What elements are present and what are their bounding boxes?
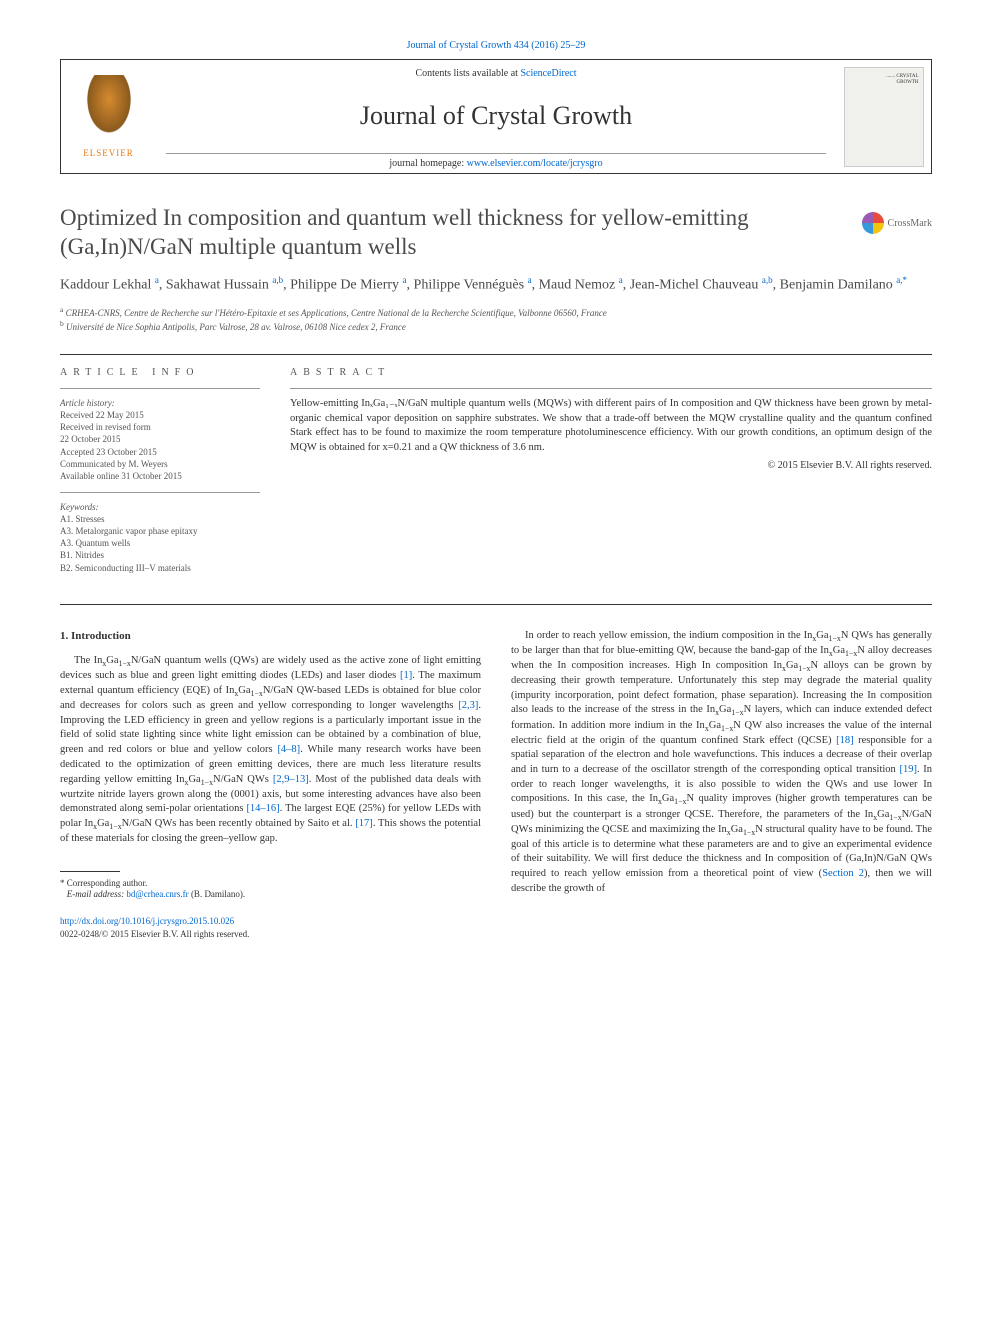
title-row: Optimized In composition and quantum wel… [60, 204, 932, 262]
ref-link[interactable]: [4–8] [277, 744, 300, 755]
page: Journal of Crystal Growth 434 (2016) 25–… [0, 0, 992, 980]
footnote-separator [60, 871, 120, 872]
affiliations: a CRHEA-CNRS, Centre de Recherche sur l'… [60, 305, 932, 334]
keywords-block: Keywords: A1. Stresses A3. Metalorganic … [60, 501, 260, 574]
section-link[interactable]: Section 2 [822, 868, 864, 879]
homepage-line: journal homepage: www.elsevier.com/locat… [166, 153, 826, 169]
footnotes: * Corresponding author. E-mail address: … [60, 878, 481, 901]
history-line: Available online 31 October 2015 [60, 471, 182, 481]
ref-link[interactable]: [2,3] [458, 700, 478, 711]
history-label: Article history: [60, 398, 115, 408]
doi-block: http://dx.doi.org/10.1016/j.jcrysgro.201… [60, 915, 481, 940]
abstract-sep [290, 388, 932, 389]
history-line: Received in revised form [60, 422, 151, 432]
section-1-heading: 1. Introduction [60, 629, 481, 644]
history-line: Communicated by M. Weyers [60, 459, 168, 469]
info-sep [60, 388, 260, 389]
homepage-link[interactable]: www.elsevier.com/locate/jcrysgro [467, 158, 603, 169]
keyword: A1. Stresses [60, 514, 105, 524]
abstract-text: Yellow-emitting InₓGa₁₋ₓN/GaN multiple q… [290, 397, 932, 456]
issn-copyright: 0022-0248/© 2015 Elsevier B.V. All right… [60, 929, 249, 939]
ref-link[interactable]: [1] [400, 670, 412, 681]
keyword: A3. Quantum wells [60, 538, 130, 548]
elsevier-logo: ELSEVIER [69, 67, 149, 167]
top-citation: Journal of Crystal Growth 434 (2016) 25–… [60, 40, 932, 51]
article-info-heading: ARTICLE INFO [60, 367, 260, 378]
journal-cover-thumbnail: ....... CRYSTAL GROWTH [844, 67, 924, 167]
info-abstract-row: ARTICLE INFO Article history: Received 2… [60, 367, 932, 584]
article-history: Article history: Received 22 May 2015 Re… [60, 397, 260, 482]
history-line: Received 22 May 2015 [60, 410, 144, 420]
contents-line: Contents lists available at ScienceDirec… [166, 68, 826, 79]
article-info-panel: ARTICLE INFO Article history: Received 2… [60, 367, 260, 584]
publisher-logo-box: ELSEVIER [61, 60, 156, 173]
ref-link[interactable]: [18] [836, 735, 854, 746]
info-sep [60, 492, 260, 493]
cover-title-line2: GROWTH [897, 80, 919, 86]
email-link[interactable]: bd@crhea.cnrs.fr [126, 889, 188, 899]
intro-paragraph: The InxGa1−xN/GaN quantum wells (QWs) ar… [60, 654, 481, 847]
elsevier-tree-icon [79, 75, 139, 145]
history-line: 22 October 2015 [60, 434, 121, 444]
journal-header: ELSEVIER Contents lists available at Sci… [60, 59, 932, 174]
contents-prefix: Contents lists available at [415, 68, 520, 79]
email-line: E-mail address: bd@crhea.cnrs.fr (B. Dam… [60, 889, 481, 901]
section-divider [60, 354, 932, 355]
abstract-copyright: © 2015 Elsevier B.V. All rights reserved… [290, 460, 932, 471]
affiliation-a: a CRHEA-CNRS, Centre de Recherche sur l'… [60, 305, 932, 320]
keyword: A3. Metalorganic vapor phase epitaxy [60, 526, 198, 536]
ref-link[interactable]: [19] [899, 764, 917, 775]
history-line: Accepted 23 October 2015 [60, 447, 157, 457]
crossmark-icon [862, 212, 884, 234]
keyword: B2. Semiconducting III–V materials [60, 563, 191, 573]
sciencedirect-link[interactable]: ScienceDirect [520, 68, 576, 79]
journal-name: Journal of Crystal Growth [166, 101, 826, 131]
publisher-name: ELSEVIER [83, 148, 134, 158]
section-divider [60, 604, 932, 605]
abstract-heading: ABSTRACT [290, 367, 932, 378]
column-left: 1. Introduction The InxGa1−xN/GaN quantu… [60, 629, 481, 941]
abstract-panel: ABSTRACT Yellow-emitting InₓGa₁₋ₓN/GaN m… [290, 367, 932, 584]
doi-link[interactable]: http://dx.doi.org/10.1016/j.jcrysgro.201… [60, 916, 234, 926]
email-label: E-mail address: [67, 889, 127, 899]
authors-line: Kaddour Lekhal a, Sakhawat Hussain a,b, … [60, 274, 932, 295]
ref-link[interactable]: [17] [355, 818, 373, 829]
crossmark-label: CrossMark [888, 218, 932, 229]
article-title: Optimized In composition and quantum wel… [60, 204, 842, 262]
email-person: (B. Damilano). [189, 889, 246, 899]
column-right: In order to reach yellow emission, the i… [511, 629, 932, 941]
ref-link[interactable]: [2,9–13] [273, 774, 309, 785]
body-columns: 1. Introduction The InxGa1−xN/GaN quantu… [60, 629, 932, 941]
keywords-label: Keywords: [60, 502, 99, 512]
ref-link[interactable]: [14–16] [246, 803, 279, 814]
homepage-prefix: journal homepage: [389, 158, 466, 169]
affiliation-b: b Université de Nice Sophia Antipolis, P… [60, 319, 932, 334]
crossmark-badge[interactable]: CrossMark [862, 212, 932, 234]
keyword: B1. Nitrides [60, 550, 104, 560]
corresponding-author-note: * Corresponding author. [60, 878, 481, 890]
intro-paragraph-cont: In order to reach yellow emission, the i… [511, 629, 932, 897]
journal-cover-box: ....... CRYSTAL GROWTH [836, 60, 931, 173]
header-center: Contents lists available at ScienceDirec… [156, 60, 836, 173]
